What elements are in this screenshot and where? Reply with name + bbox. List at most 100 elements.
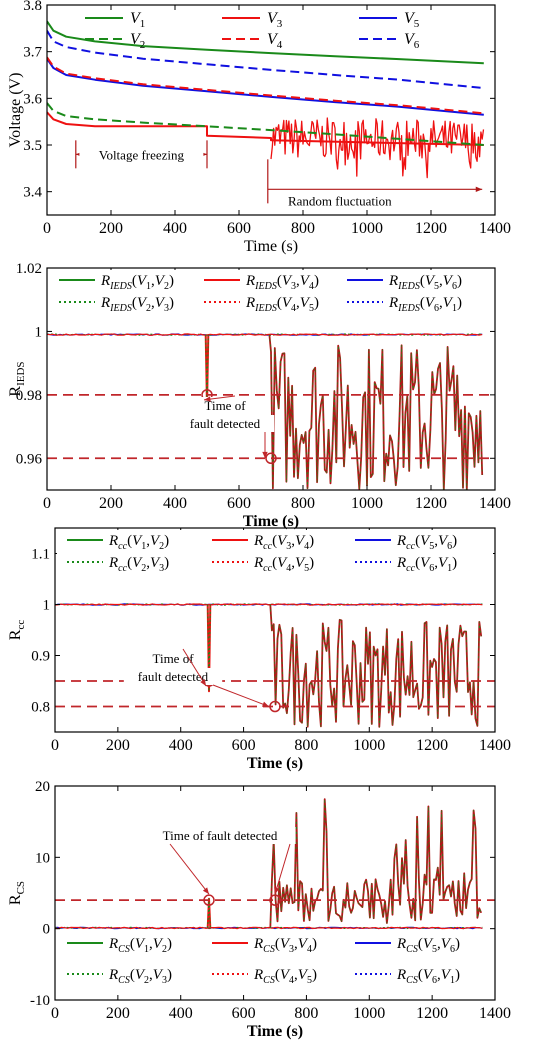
legend-voltage: V1 V3 V5 V2 V4 V6 xyxy=(85,10,420,51)
annotation-text: Time of fault detected xyxy=(163,828,278,843)
fault-marker xyxy=(269,894,281,906)
series-V5 xyxy=(47,58,484,116)
annotation-arrow xyxy=(212,684,270,707)
baseline-trace xyxy=(47,333,483,336)
series-V4 xyxy=(47,56,484,115)
label-bg xyxy=(144,827,296,844)
x-tick-label: 0 xyxy=(51,737,59,754)
legend-label: RIEDS(V2,V3) xyxy=(100,295,174,314)
legend-label-V6: V6 xyxy=(404,31,420,51)
x-tick-label: 1200 xyxy=(415,495,447,512)
series-V3 xyxy=(47,111,484,146)
x-tick-label: 600 xyxy=(232,1005,256,1022)
y-tick-label: 10 xyxy=(35,850,50,866)
annotation-fault-detected: Time of fault detected xyxy=(144,827,296,906)
y-tick-label: 3.8 xyxy=(23,0,42,14)
annotation-text: Random fluctuation xyxy=(288,193,392,208)
y-tick-label: 0.96 xyxy=(16,451,43,467)
y-tick-label: 3.7 xyxy=(23,45,42,61)
plot-area-voltage xyxy=(47,20,485,179)
legend-rcc: Rcc(V1,V2) Rcc(V3,V4) Rcc(V5,V6) Rcc(V2,V3)… xyxy=(57,530,493,574)
y-axis-label: Rcc xyxy=(7,620,27,641)
legend-label: Rcc(V1,V2) xyxy=(108,533,169,552)
annotation-text: Time of xyxy=(204,398,246,413)
legend-label: Rcc(V6,V1) xyxy=(396,555,457,574)
legend-bg xyxy=(57,530,493,574)
y-axis-label: RIEDS xyxy=(7,361,27,396)
x-tick-label: 0 xyxy=(51,1005,59,1022)
arrow-head xyxy=(475,186,483,193)
annotation-voltage-freezing: Voltage freezing xyxy=(75,140,208,169)
legend-label: RIEDS(V6,V1) xyxy=(388,295,462,314)
x-tick-label: 0 xyxy=(43,495,51,512)
y-tick-label: 3.4 xyxy=(23,185,42,201)
axes-frame xyxy=(46,4,496,216)
annotation-text: Time of xyxy=(152,651,194,666)
x-tick-label: 0 xyxy=(43,220,51,237)
x-tick-label: 1400 xyxy=(479,495,511,512)
axes-frame xyxy=(46,267,496,491)
panel-rieds: 0 200 400 600 800 1000 1200 1400 0.96 0.98 1 1.02 Ti… xyxy=(7,261,511,530)
annotation-text: fault detected xyxy=(138,669,209,684)
plot-area-rcs xyxy=(55,798,483,930)
x-tick-label: 1400 xyxy=(479,1005,511,1022)
y-tick-label: 1.1 xyxy=(31,547,50,563)
series-V6 xyxy=(47,30,484,90)
label-bg xyxy=(277,191,402,210)
legend-label: Rcc(V3,V4) xyxy=(253,533,314,552)
fluctuation-trace xyxy=(269,798,483,929)
fluctuation-trace xyxy=(268,334,484,490)
x-tick-label: 400 xyxy=(169,737,193,754)
x-tick-label: 800 xyxy=(294,737,318,754)
x-tick-label: 1000 xyxy=(351,220,383,237)
arrow-head xyxy=(274,887,280,895)
x-axis-label: Time (s) xyxy=(244,238,298,255)
x-tick-label: 400 xyxy=(169,1005,193,1022)
fault-marker xyxy=(265,452,277,465)
y-tick-label: 20 xyxy=(35,779,50,795)
annotation-arrow xyxy=(274,843,291,895)
legend-label-V4: V4 xyxy=(267,31,283,51)
y-tick-label: 0.9 xyxy=(31,649,50,665)
legend-label: Rcc(V4,V5) xyxy=(253,555,314,574)
y-tick-label: -10 xyxy=(30,993,50,1009)
series-V2 xyxy=(47,102,484,146)
x-tick-label: 1000 xyxy=(351,495,383,512)
fluctuation-trace-dotted xyxy=(269,604,482,728)
legend-label: RCS(V1,V2) xyxy=(108,936,172,955)
arrow-head xyxy=(202,887,209,895)
arrow-head xyxy=(204,396,211,402)
arrow-head xyxy=(262,701,269,707)
panel-rcc: 0 200 400 600 800 1000 1200 1400 0.8 0.9 1 1.1 Time … xyxy=(7,527,511,772)
legend-bg xyxy=(49,270,493,314)
x-tick-label: 200 xyxy=(99,495,123,512)
plot-area-rieds xyxy=(47,333,484,490)
legend-label: RIEDS(V1,V2) xyxy=(100,273,174,292)
annotation-arrow xyxy=(169,843,210,895)
x-tick-label: 1000 xyxy=(353,737,385,754)
legend-label: RCS(V6,V1) xyxy=(396,967,460,986)
y-tick-label: 1 xyxy=(43,598,51,614)
legend-label-V5: V5 xyxy=(404,10,420,30)
annotation-random-fluctuation: Random fluctuation xyxy=(267,159,483,210)
label-bg xyxy=(175,415,275,432)
legend-label: RCS(V3,V4) xyxy=(253,936,317,955)
x-tick-label: 1200 xyxy=(415,220,447,237)
x-tick-label: 1200 xyxy=(416,1005,448,1022)
baseline-trace xyxy=(55,926,483,930)
fault-spike-dotted xyxy=(207,898,211,929)
legend-label-V3: V3 xyxy=(267,10,283,30)
annotation-arrow xyxy=(182,648,207,687)
y-tick-label: 0 xyxy=(43,922,51,938)
axes-frame xyxy=(54,785,496,1001)
fault-marker xyxy=(203,894,215,906)
x-tick-label: 400 xyxy=(163,495,187,512)
label-bg xyxy=(198,397,252,414)
y-tick-label: 1 xyxy=(35,324,43,340)
y-tick-label: 3.5 xyxy=(23,138,42,154)
legend-bg xyxy=(57,931,493,993)
x-tick-label: 200 xyxy=(106,1005,130,1022)
y-axis-label: RCS xyxy=(7,881,27,905)
